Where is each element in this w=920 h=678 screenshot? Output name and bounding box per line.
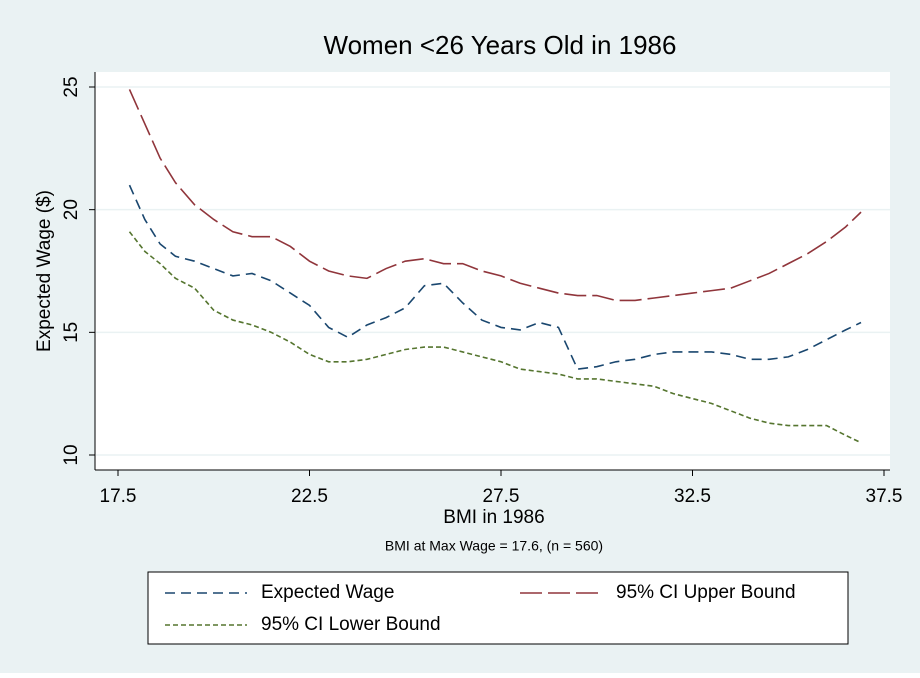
y-tick-label: 10 <box>61 444 82 465</box>
legend-label: Expected Wage <box>261 582 394 603</box>
x-tick-label: 22.5 <box>291 486 328 507</box>
y-tick-label: 20 <box>61 199 82 220</box>
series-line <box>128 184 862 371</box>
chart-title: Women <26 Years Old in 1986 <box>324 30 677 60</box>
series-line <box>128 89 862 302</box>
series-line <box>128 231 862 444</box>
note: BMI at Max Wage = 17.6, (n = 560) <box>385 538 603 554</box>
y-tick-label: 15 <box>61 322 82 343</box>
x-tick-label: 27.5 <box>483 486 520 507</box>
legend-label: 95% CI Lower Bound <box>261 614 441 635</box>
legend <box>147 571 849 645</box>
y-axis-label: Expected Wage ($) <box>34 190 55 352</box>
plot-area <box>95 72 890 470</box>
x-axis-label: BMI in 1986 <box>443 507 544 528</box>
x-tick-label: 17.5 <box>100 486 137 507</box>
y-tick-label: 25 <box>61 76 82 97</box>
x-tick-label: 32.5 <box>674 486 711 507</box>
x-tick-label: 37.5 <box>866 486 903 507</box>
legend-label: 95% CI Upper Bound <box>616 582 796 603</box>
